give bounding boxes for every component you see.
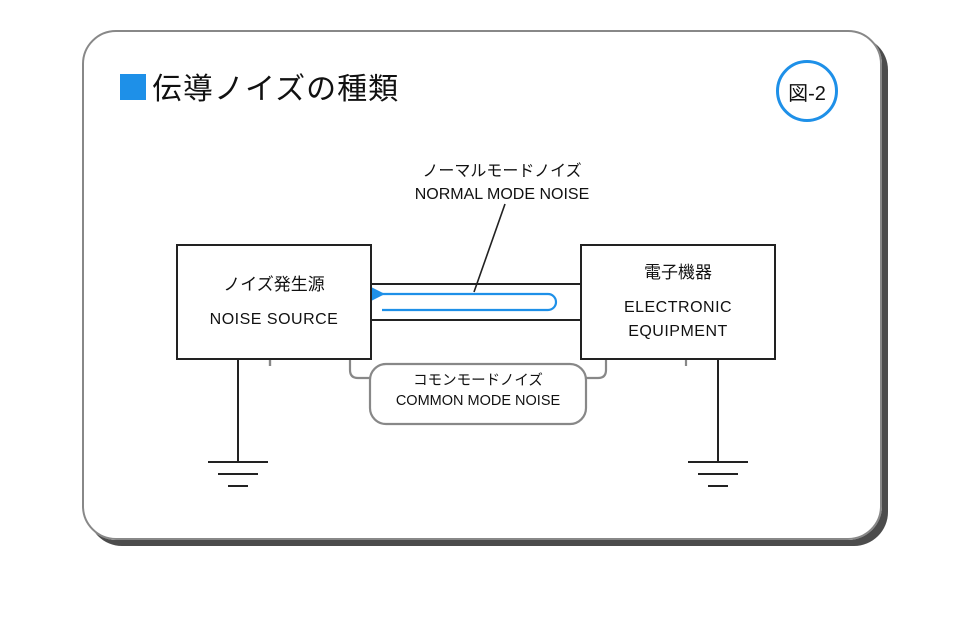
normal-mode-arrow xyxy=(382,294,556,310)
ground-left-icon xyxy=(208,360,268,486)
card: 伝導ノイズの種類 図-2 xyxy=(82,30,882,540)
equipment-en-2: EQUIPMENT xyxy=(628,323,728,340)
ground-right-icon xyxy=(688,360,748,486)
normal-mode-pointer xyxy=(474,204,505,292)
noise-source-en: NOISE SOURCE xyxy=(210,308,339,332)
noise-source-box: ノイズ発生源 NOISE SOURCE xyxy=(176,244,372,360)
normal-mode-en: NORMAL MODE NOISE xyxy=(415,186,590,203)
common-mode-jp: コモンモードノイズ xyxy=(413,373,543,389)
electronic-equipment-box: 電子機器 ELECTRONIC EQUIPMENT xyxy=(580,244,776,360)
common-mode-en: COMMON MODE NOISE xyxy=(396,393,560,409)
diagram: ノイズ発生源 NOISE SOURCE 電子機器 ELECTRONIC EQUI… xyxy=(82,30,882,540)
common-mode-label: コモンモードノイズ COMMON MODE NOISE xyxy=(396,372,560,411)
normal-mode-jp: ノーマルモードノイズ xyxy=(422,163,581,180)
equipment-jp: 電子機器 xyxy=(644,260,712,286)
noise-source-jp: ノイズ発生源 xyxy=(223,272,325,298)
equipment-en-1: ELECTRONIC xyxy=(624,299,732,316)
normal-mode-label: ノーマルモードノイズ NORMAL MODE NOISE xyxy=(415,160,590,206)
